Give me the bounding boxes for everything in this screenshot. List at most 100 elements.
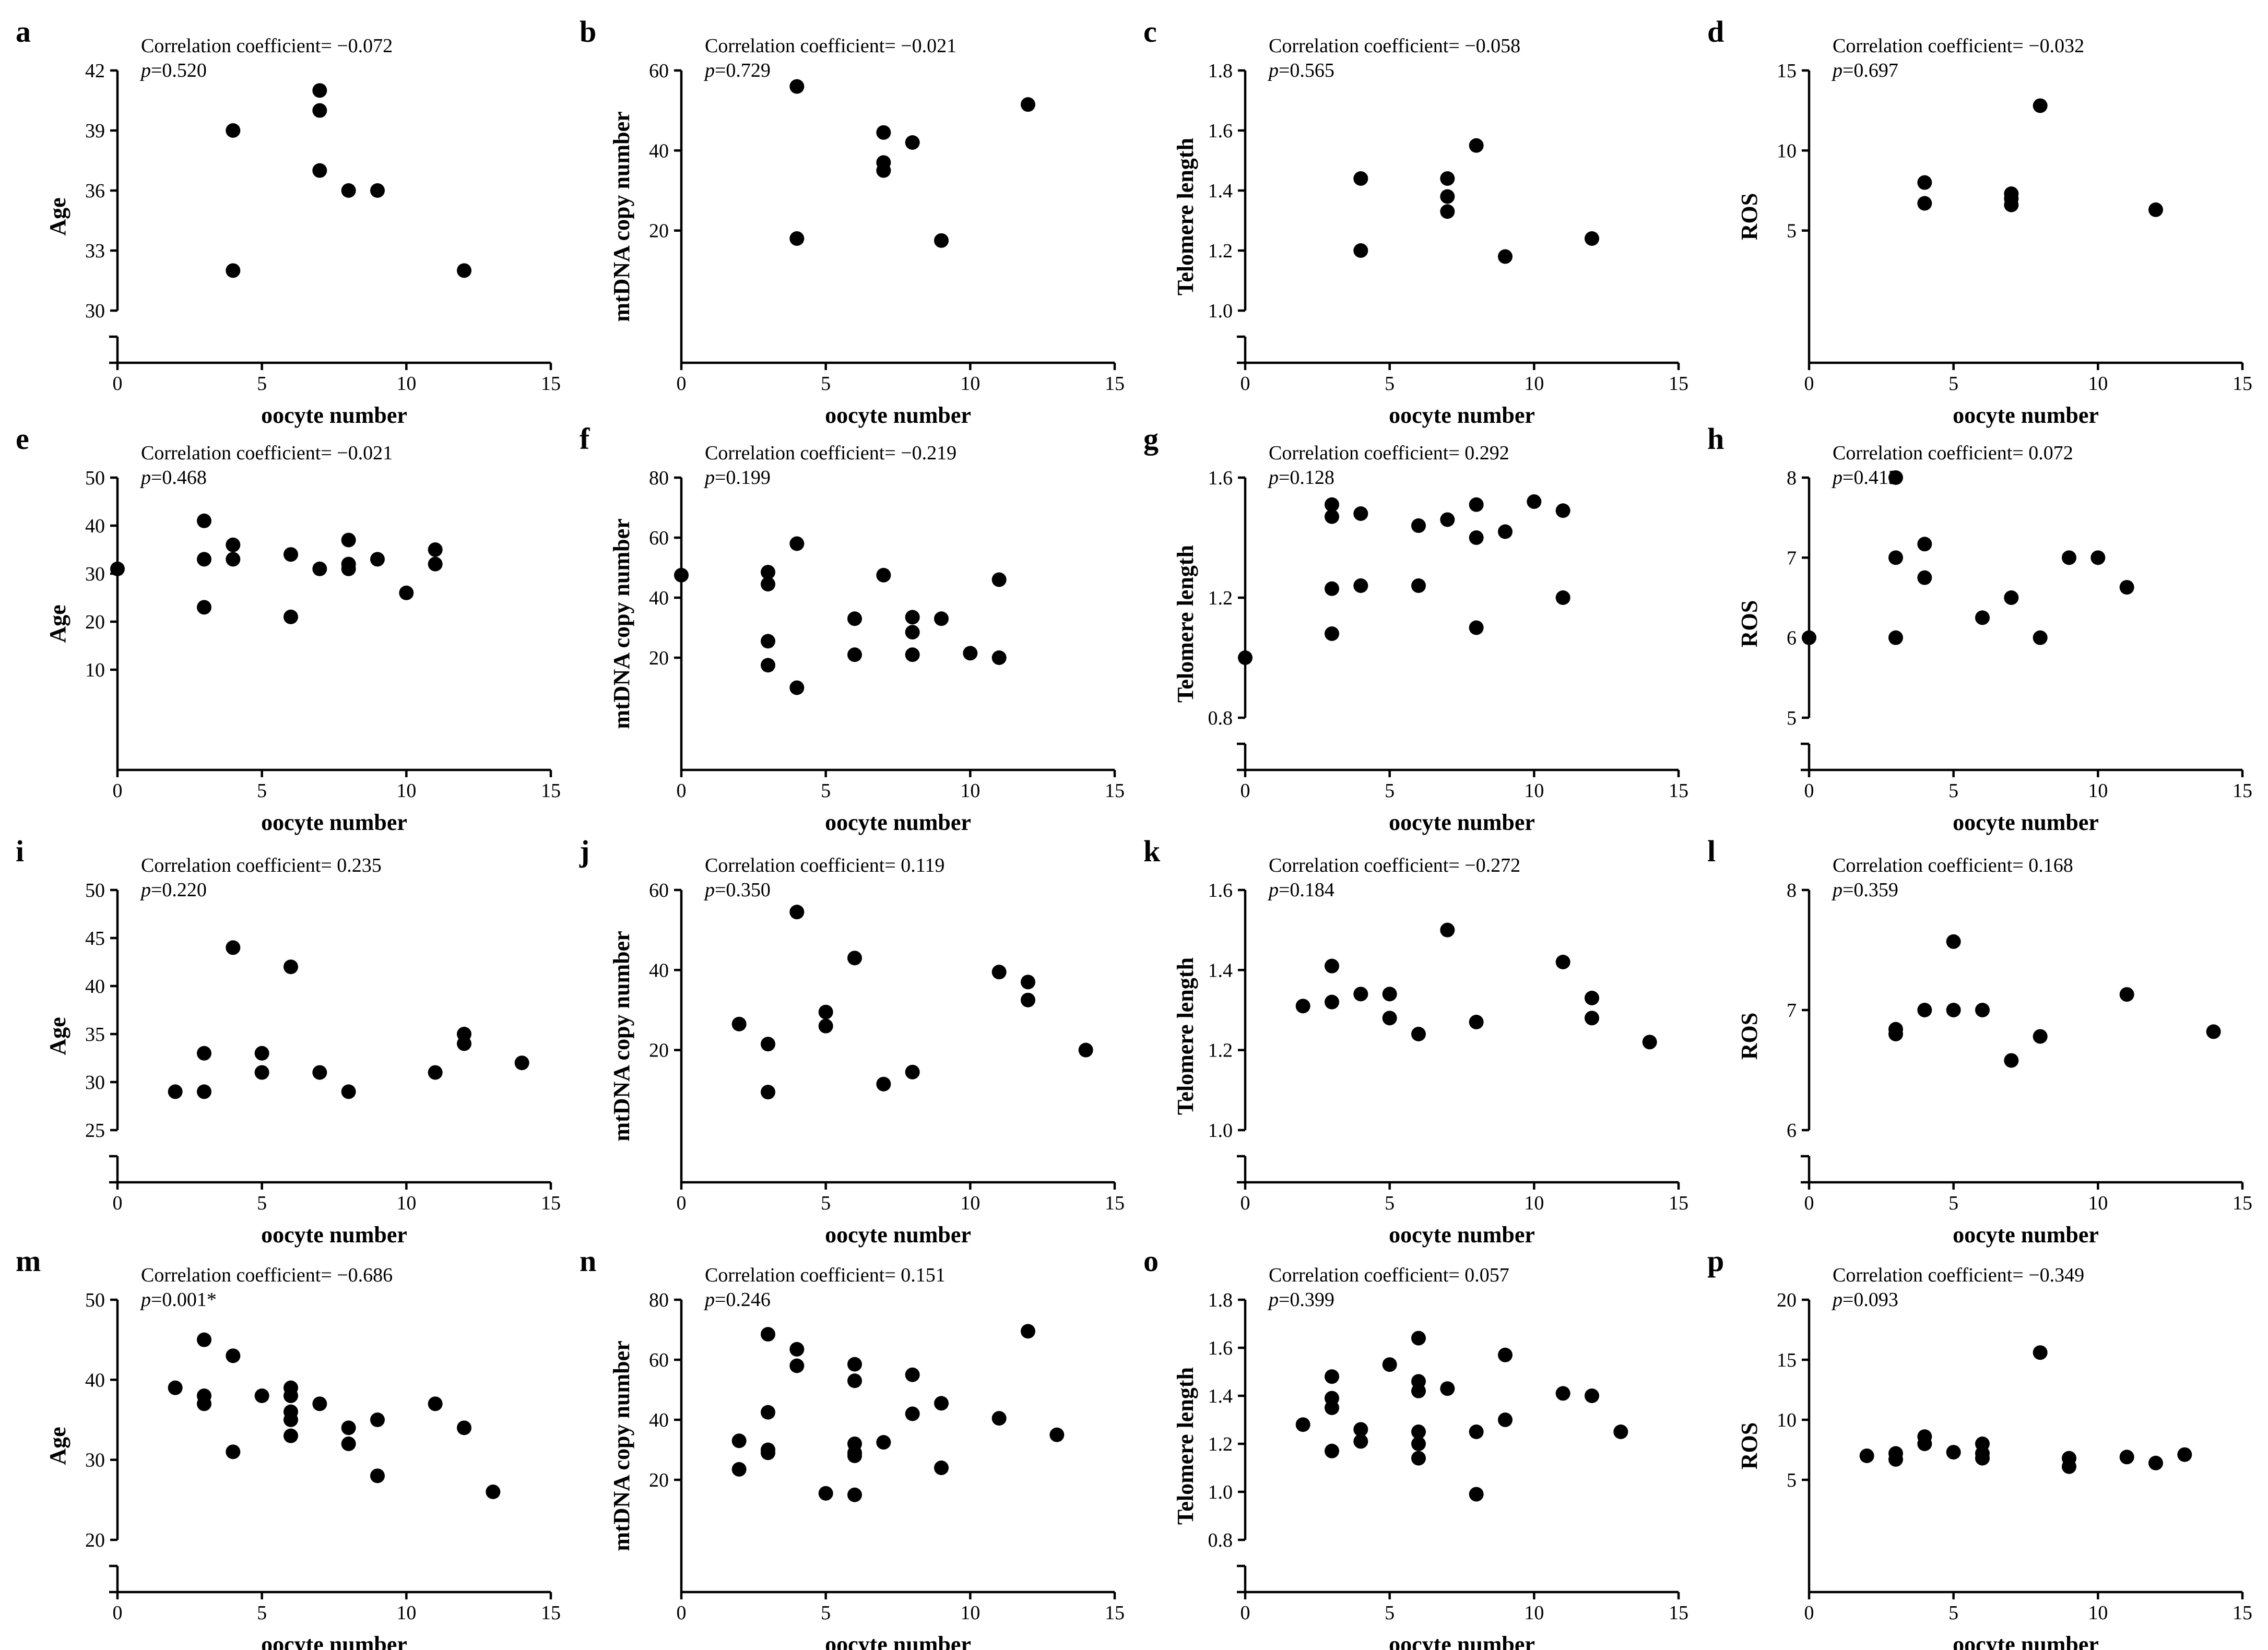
data-point xyxy=(341,1084,356,1099)
data-point xyxy=(312,163,327,178)
data-point xyxy=(1411,578,1426,593)
p-value-annotation: p=0.220 xyxy=(139,879,207,901)
y-tick-label: 60 xyxy=(649,1349,669,1371)
data-point xyxy=(341,1437,356,1451)
y-tick-label: 20 xyxy=(85,611,105,633)
data-point xyxy=(818,1004,833,1019)
data-point xyxy=(905,610,920,625)
panel-letter: g xyxy=(1143,422,1159,456)
data-point xyxy=(312,1396,327,1411)
data-point xyxy=(1382,987,1397,1002)
data-point xyxy=(1411,1383,1426,1398)
x-tick-label: 5 xyxy=(1385,780,1395,802)
data-point xyxy=(370,1412,385,1427)
x-tick-label: 10 xyxy=(960,373,980,395)
data-point xyxy=(761,1405,775,1420)
y-tick-label: 20 xyxy=(649,220,669,242)
x-axis-title: oocyte number xyxy=(825,810,971,835)
y-tick-label: 1.4 xyxy=(1208,180,1233,202)
y-tick-label: 20 xyxy=(85,1529,105,1551)
p-label: p xyxy=(1831,467,1842,489)
p-label: p xyxy=(1267,60,1279,81)
data-point xyxy=(847,1487,862,1502)
data-point xyxy=(789,1342,805,1357)
data-point xyxy=(197,513,211,528)
p-value-annotation: p=0.128 xyxy=(1267,467,1334,489)
y-axis-title: ROS xyxy=(1737,1422,1762,1469)
data-point xyxy=(1585,991,1599,1005)
y-tick-label: 1.8 xyxy=(1208,1289,1233,1311)
data-point xyxy=(847,1357,862,1372)
data-point xyxy=(2148,202,2163,217)
data-point xyxy=(1353,243,1368,258)
data-point xyxy=(1049,1427,1065,1442)
data-point xyxy=(1975,610,1990,625)
y-tick-label: 30 xyxy=(85,300,105,322)
correlation-annotation: Correlation coefficient= 0.235 xyxy=(141,854,382,876)
p-value-annotation: p=0.246 xyxy=(703,1289,771,1311)
y-tick-label: 20 xyxy=(649,1469,669,1491)
x-tick-label: 5 xyxy=(1948,1602,1958,1624)
data-point xyxy=(197,1396,211,1411)
p-value: =0.184 xyxy=(1279,879,1334,901)
data-point xyxy=(110,561,125,576)
y-axis-title: Age xyxy=(45,1427,70,1465)
data-point xyxy=(2090,550,2106,565)
y-tick-label: 30 xyxy=(85,1072,105,1094)
data-point xyxy=(1440,171,1455,186)
y-axis-title: mtDNA copy number xyxy=(609,111,634,322)
correlation-annotation: Correlation coefficient= −0.349 xyxy=(1833,1264,2084,1286)
data-point xyxy=(1469,530,1484,545)
data-point xyxy=(876,567,891,583)
y-axis-title: ROS xyxy=(1737,600,1762,647)
x-tick-label: 10 xyxy=(1524,373,1544,395)
data-point xyxy=(1238,650,1253,665)
data-point xyxy=(1917,196,1932,211)
y-tick-label: 40 xyxy=(85,515,105,537)
x-tick-label: 0 xyxy=(1804,780,1814,802)
data-point xyxy=(1353,1422,1368,1437)
data-point xyxy=(1440,204,1455,219)
data-point xyxy=(1917,1437,1932,1451)
x-tick-label: 15 xyxy=(1105,1192,1125,1214)
data-point xyxy=(731,1433,747,1449)
x-tick-label: 0 xyxy=(1804,1602,1814,1624)
y-tick-label: 39 xyxy=(85,120,105,142)
data-point xyxy=(226,537,241,552)
x-axis-title: oocyte number xyxy=(825,402,971,428)
data-point xyxy=(991,572,1007,587)
y-tick-label: 45 xyxy=(85,928,105,949)
y-axis-title: Age xyxy=(45,604,70,643)
chart-panel-h: h Correlation coefficient= 0.072 p=0.413 0 5… xyxy=(1707,422,2252,835)
p-value: =0.199 xyxy=(715,467,771,489)
data-point xyxy=(197,600,211,615)
p-value: =0.220 xyxy=(151,879,207,901)
y-tick-label: 0.8 xyxy=(1208,707,1233,729)
data-point xyxy=(1411,1027,1426,1041)
data-point xyxy=(1353,1434,1368,1449)
x-axis-title: oocyte number xyxy=(1389,402,1535,428)
panel-letter: k xyxy=(1143,834,1161,868)
data-point xyxy=(847,1373,862,1388)
data-point xyxy=(847,611,862,626)
data-point xyxy=(457,263,471,278)
data-point xyxy=(457,1420,471,1435)
x-tick-label: 15 xyxy=(2232,1192,2252,1214)
data-point xyxy=(1469,497,1484,512)
data-point xyxy=(761,1445,775,1461)
data-point xyxy=(2062,550,2076,565)
data-point xyxy=(312,83,327,98)
y-tick-label: 1.2 xyxy=(1208,587,1233,609)
x-tick-label: 15 xyxy=(1669,373,1688,395)
p-value: =0.729 xyxy=(715,60,771,81)
data-point xyxy=(486,1485,501,1499)
data-point xyxy=(1888,1027,1903,1041)
data-point xyxy=(2033,1345,2048,1360)
data-point xyxy=(428,542,443,557)
x-tick-label: 0 xyxy=(677,780,687,802)
x-tick-label: 0 xyxy=(1241,780,1250,802)
x-tick-label: 10 xyxy=(960,1602,980,1624)
y-tick-label: 5 xyxy=(1787,220,1797,242)
panel-letter: m xyxy=(16,1244,41,1278)
chart-panel-k: k Correlation coefficient= −0.272 p=0.184 0… xyxy=(1143,834,1688,1248)
